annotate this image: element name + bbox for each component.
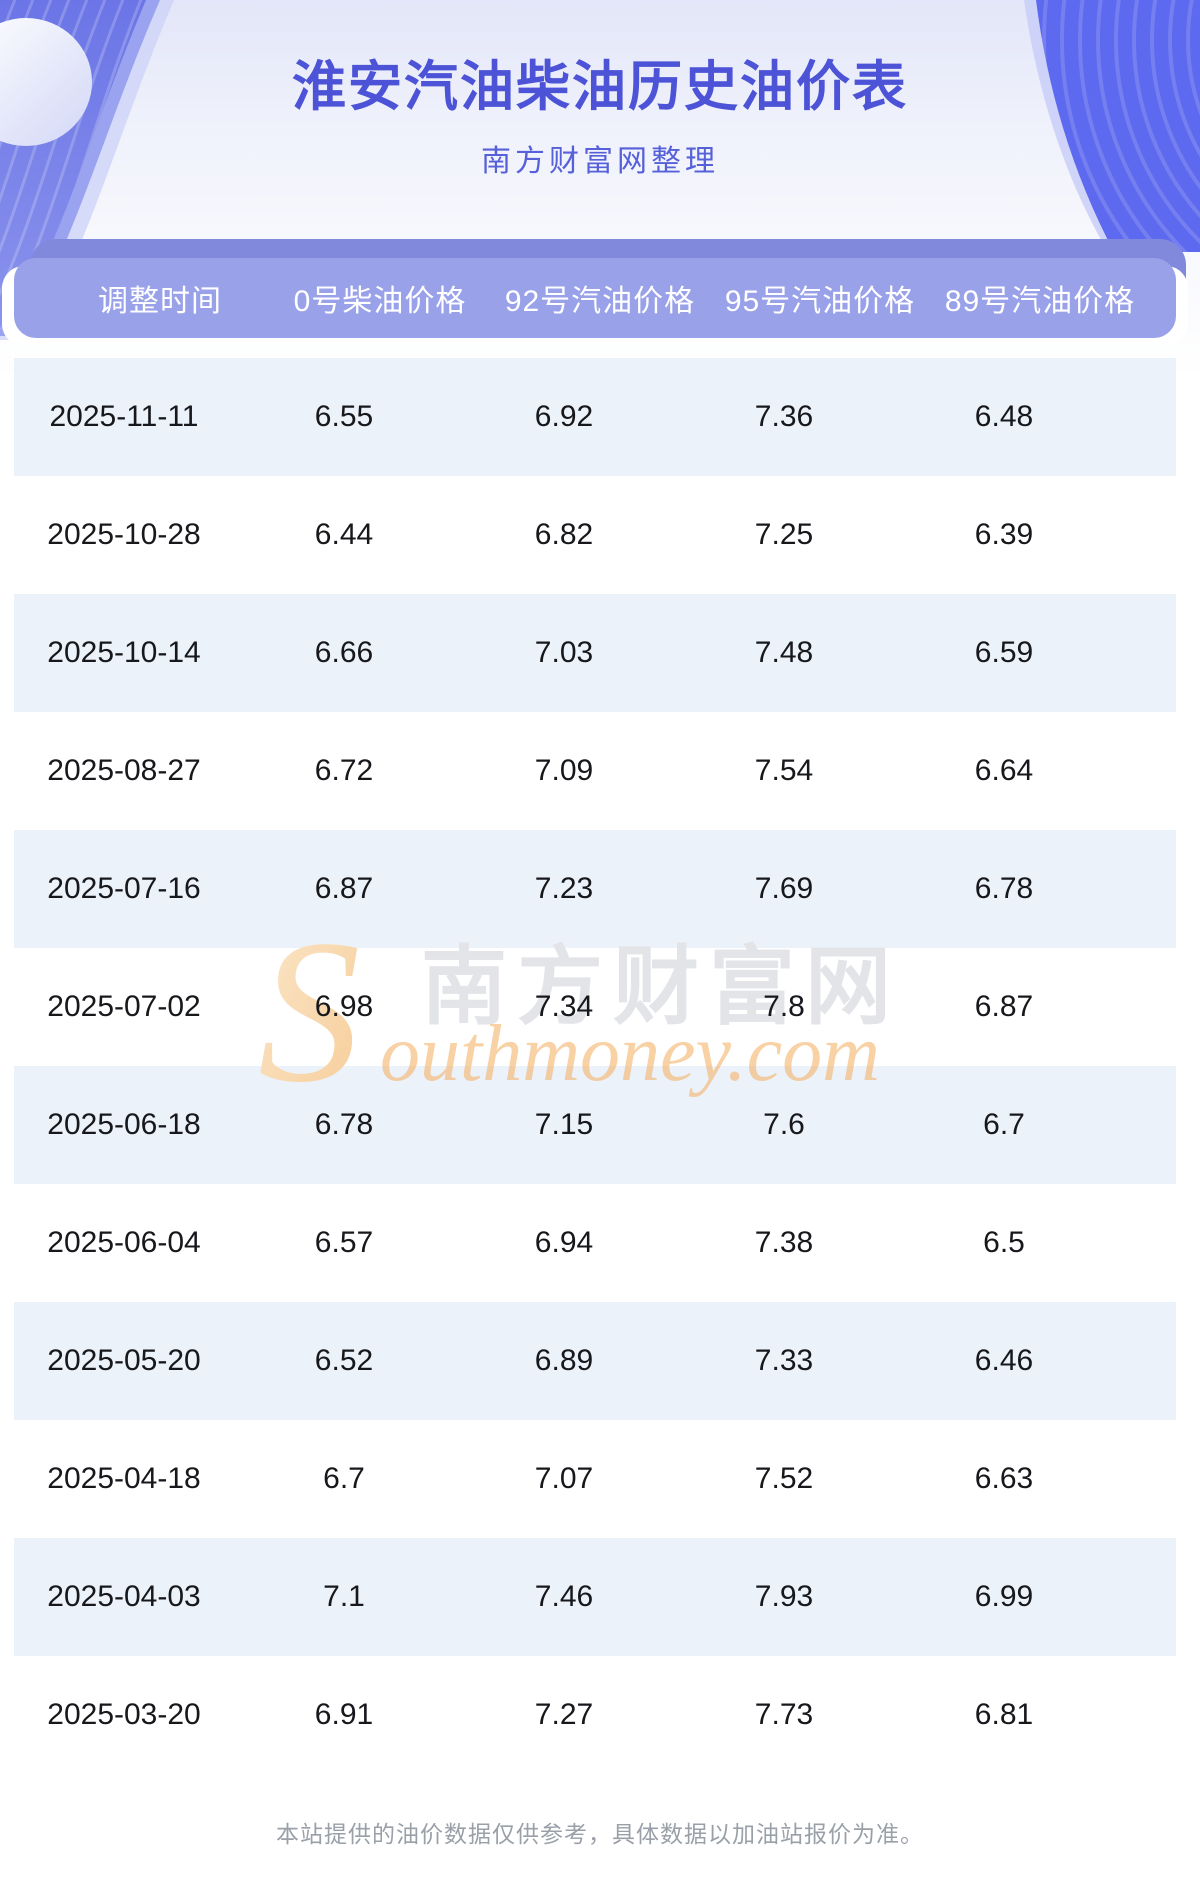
column-header-gas95: 95号汽油价格: [724, 285, 916, 318]
cell-date: 2025-07-02: [47, 990, 201, 1023]
cell-gas92-price: 7.09: [534, 754, 594, 787]
cell-date: 2025-07-16: [47, 872, 201, 905]
cell-gas92-price: 6.89: [534, 1344, 594, 1377]
column-header-gas92: 92号汽油价格: [504, 285, 696, 318]
cell-gas89-price: 6.39: [974, 518, 1034, 551]
table-row: 2025-05-20 6.52 6.89 7.33 6.46: [14, 1302, 1176, 1420]
cell-gas92-price: 7.03: [534, 636, 594, 669]
cell-diesel0-price: 7.1: [323, 1580, 365, 1613]
cell-gas95-price: 7.6: [763, 1108, 805, 1141]
cell-diesel0-price: 6.72: [314, 754, 374, 787]
cell-gas95-price: 7.38: [754, 1226, 814, 1259]
cell-date: 2025-05-20: [47, 1344, 201, 1377]
table-header: 调整时间 0号柴油价格 92号汽油价格 95号汽油价格 89号汽油价格: [14, 258, 1176, 338]
cell-date: 2025-11-11: [49, 400, 199, 433]
cell-gas95-price: 7.48: [754, 636, 814, 669]
cell-diesel0-price: 6.44: [314, 518, 374, 551]
table-row: 2025-03-20 6.91 7.27 7.73 6.81: [14, 1656, 1176, 1774]
table-row: 2025-04-03 7.1 7.46 7.93 6.99: [14, 1538, 1176, 1656]
footer-disclaimer: 本站提供的油价数据仅供参考，具体数据以加油站报价为准。: [276, 1821, 924, 1847]
page-title: 淮安汽油柴油历史油价表: [292, 57, 908, 117]
table-row: 2025-11-11 6.55 6.92 7.36 6.48: [14, 358, 1176, 476]
table-row: 2025-04-18 6.7 7.07 7.52 6.63: [14, 1420, 1176, 1538]
cell-date: 2025-08-27: [47, 754, 201, 787]
cell-date: 2025-06-18: [47, 1108, 201, 1141]
cell-gas89-price: 6.99: [974, 1580, 1034, 1613]
cell-gas89-price: 6.46: [974, 1344, 1034, 1377]
cell-date: 2025-06-04: [47, 1226, 201, 1259]
cell-gas92-price: 7.07: [534, 1462, 594, 1495]
cell-gas92-price: 6.82: [534, 518, 594, 551]
price-table-body: 2025-11-11 6.55 6.92 7.36 6.48 2025-10-2…: [14, 358, 1176, 1774]
cell-gas92-price: 7.15: [534, 1108, 594, 1141]
table-row: 2025-07-02 6.98 7.34 7.8 6.87: [14, 948, 1176, 1066]
cell-gas95-price: 7.54: [754, 754, 814, 787]
table-row: 2025-06-04 6.57 6.94 7.38 6.5: [14, 1184, 1176, 1302]
page-subtitle: 南方财富网整理: [481, 145, 719, 178]
cell-gas89-price: 6.59: [974, 636, 1034, 669]
table-row: 2025-10-28 6.44 6.82 7.25 6.39: [14, 476, 1176, 594]
cell-diesel0-price: 6.52: [314, 1344, 374, 1377]
cell-gas89-price: 6.5: [983, 1226, 1025, 1259]
cell-date: 2025-04-18: [47, 1462, 201, 1495]
cell-gas95-price: 7.93: [754, 1580, 814, 1613]
cell-date: 2025-10-14: [47, 636, 201, 669]
cell-diesel0-price: 6.78: [314, 1108, 374, 1141]
cell-gas89-price: 6.81: [974, 1698, 1034, 1731]
cell-gas89-price: 6.78: [974, 872, 1034, 905]
cell-diesel0-price: 6.66: [314, 636, 374, 669]
cell-date: 2025-10-28: [47, 518, 201, 551]
cell-diesel0-price: 6.7: [323, 1462, 365, 1495]
table-row: 2025-07-16 6.87 7.23 7.69 6.78: [14, 830, 1176, 948]
cell-gas95-price: 7.73: [754, 1698, 814, 1731]
cell-date: 2025-03-20: [47, 1698, 201, 1731]
cell-gas92-price: 7.23: [534, 872, 594, 905]
cell-gas95-price: 7.8: [763, 990, 805, 1023]
table-row: 2025-08-27 6.72 7.09 7.54 6.64: [14, 712, 1176, 830]
table-row: 2025-06-18 6.78 7.15 7.6 6.7: [14, 1066, 1176, 1184]
cell-diesel0-price: 6.55: [314, 400, 374, 433]
cell-gas92-price: 7.46: [534, 1580, 594, 1613]
cell-diesel0-price: 6.98: [314, 990, 374, 1023]
cell-gas95-price: 7.25: [754, 518, 814, 551]
cell-gas89-price: 6.63: [974, 1462, 1034, 1495]
column-header-diesel0: 0号柴油价格: [293, 285, 467, 318]
cell-gas89-price: 6.64: [974, 754, 1034, 787]
cell-gas92-price: 7.34: [534, 990, 594, 1023]
cell-gas92-price: 6.92: [534, 400, 594, 433]
cell-date: 2025-04-03: [47, 1580, 201, 1613]
column-header-gas89: 89号汽油价格: [944, 285, 1136, 318]
cell-gas95-price: 7.33: [754, 1344, 814, 1377]
table-row: 2025-10-14 6.66 7.03 7.48 6.59: [14, 594, 1176, 712]
cell-gas92-price: 7.27: [534, 1698, 594, 1731]
cell-gas95-price: 7.52: [754, 1462, 814, 1495]
cell-gas89-price: 6.48: [974, 400, 1034, 433]
cell-gas89-price: 6.87: [974, 990, 1034, 1023]
cell-diesel0-price: 6.57: [314, 1226, 374, 1259]
column-header-date: 调整时间: [98, 285, 222, 318]
cell-gas95-price: 7.69: [754, 872, 814, 905]
cell-gas92-price: 6.94: [534, 1226, 594, 1259]
cell-gas95-price: 7.36: [754, 400, 814, 433]
cell-diesel0-price: 6.87: [314, 872, 374, 905]
cell-diesel0-price: 6.91: [314, 1698, 374, 1731]
cell-gas89-price: 6.7: [983, 1108, 1025, 1141]
